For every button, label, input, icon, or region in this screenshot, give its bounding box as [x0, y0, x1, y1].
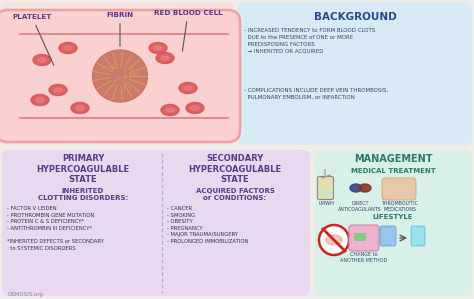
FancyBboxPatch shape — [2, 2, 234, 145]
Circle shape — [319, 225, 349, 255]
Ellipse shape — [76, 106, 84, 110]
Ellipse shape — [184, 86, 192, 90]
FancyBboxPatch shape — [2, 150, 310, 296]
Ellipse shape — [38, 58, 46, 62]
Ellipse shape — [166, 108, 174, 112]
Text: - INCREASED TENDENCY to FORM BLOOD CLOTS
  DUE to the PRESENCE of ONE or MORE
  : - INCREASED TENDENCY to FORM BLOOD CLOTS… — [244, 28, 375, 54]
FancyBboxPatch shape — [238, 2, 472, 145]
Ellipse shape — [92, 50, 147, 102]
FancyBboxPatch shape — [354, 233, 366, 241]
Text: PLATELET: PLATELET — [12, 14, 54, 65]
Ellipse shape — [31, 94, 49, 106]
Text: SECONDARY
HYPERCOAGULABLE
STATE: SECONDARY HYPERCOAGULABLE STATE — [189, 154, 282, 184]
FancyBboxPatch shape — [0, 10, 240, 142]
Ellipse shape — [179, 83, 197, 94]
Text: MANAGEMENT: MANAGEMENT — [354, 154, 432, 164]
Text: LMWH: LMWH — [318, 201, 334, 206]
Text: - COMPLICATIONS INCLUDE DEEP VEIN THROMBOSIS,
  PULMONARY EMBOLISM, or INFARCTIO: - COMPLICATIONS INCLUDE DEEP VEIN THROMB… — [244, 88, 388, 100]
FancyBboxPatch shape — [382, 178, 416, 200]
Text: PRIMARY
HYPERCOAGULABLE
STATE: PRIMARY HYPERCOAGULABLE STATE — [36, 154, 129, 184]
Text: RED BLOOD CELL: RED BLOOD CELL — [154, 10, 222, 51]
Ellipse shape — [49, 85, 67, 95]
FancyBboxPatch shape — [380, 226, 396, 246]
Ellipse shape — [54, 88, 62, 92]
Ellipse shape — [350, 184, 362, 192]
Ellipse shape — [149, 42, 167, 54]
Text: BACKGROUND: BACKGROUND — [314, 12, 396, 22]
Text: THROMBOLYTIC
MEDICATIONS: THROMBOLYTIC MEDICATIONS — [382, 201, 419, 212]
Ellipse shape — [33, 54, 51, 65]
Ellipse shape — [326, 235, 342, 245]
Ellipse shape — [71, 103, 89, 114]
FancyBboxPatch shape — [320, 190, 331, 197]
Ellipse shape — [186, 103, 204, 114]
Text: - CANCER
- SMOKING
- OBESITY
- PREGNANCY
- MAJOR TRAUMA/SURGERY
- PROLONGED IMMO: - CANCER - SMOKING - OBESITY - PREGNANCY… — [167, 206, 248, 244]
Text: - FACTOR V LEIDEN
- PROTHROMBIN GENE MUTATION
- PROTEIN C & S DEFICIENCY*
- ANTI: - FACTOR V LEIDEN - PROTHROMBIN GENE MUT… — [7, 206, 104, 251]
Text: MEDICAL TREATMENT: MEDICAL TREATMENT — [351, 168, 436, 174]
Ellipse shape — [161, 56, 169, 60]
FancyBboxPatch shape — [411, 226, 425, 246]
FancyBboxPatch shape — [318, 176, 334, 199]
Text: LIFESTYLE: LIFESTYLE — [373, 214, 413, 220]
Ellipse shape — [154, 46, 162, 50]
Text: INHERITED
CLOTTING DISORDERS:: INHERITED CLOTTING DISORDERS: — [38, 188, 128, 202]
Ellipse shape — [161, 104, 179, 115]
Ellipse shape — [36, 98, 44, 102]
Text: ACQUIRED FACTORS
or CONDITIONS:: ACQUIRED FACTORS or CONDITIONS: — [196, 188, 274, 202]
Ellipse shape — [156, 53, 174, 63]
Ellipse shape — [191, 106, 199, 110]
Text: OSMOSIS.org: OSMOSIS.org — [8, 292, 44, 297]
Ellipse shape — [64, 46, 72, 50]
Text: CHANGE to
ANOTHER METHOD: CHANGE to ANOTHER METHOD — [340, 252, 388, 263]
Text: FIBRIN: FIBRIN — [107, 12, 134, 46]
Text: DIRECT
ANTICOAGULANTS: DIRECT ANTICOAGULANTS — [338, 201, 382, 212]
FancyBboxPatch shape — [349, 225, 379, 251]
Ellipse shape — [59, 42, 77, 54]
Ellipse shape — [359, 184, 371, 192]
FancyBboxPatch shape — [315, 150, 472, 296]
